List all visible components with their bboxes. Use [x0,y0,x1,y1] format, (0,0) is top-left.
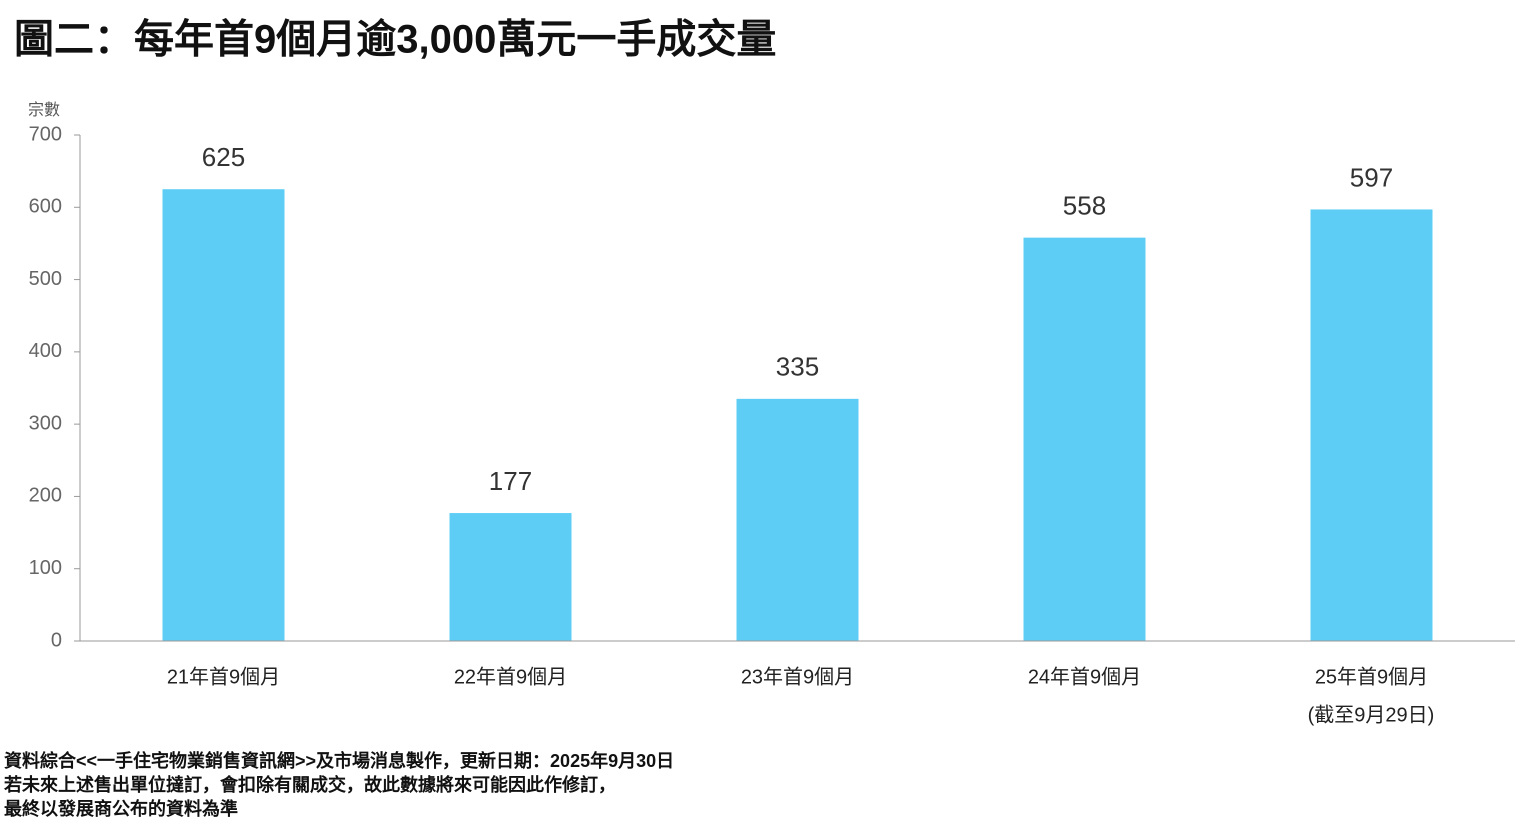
value-label: 597 [1350,162,1393,192]
bar [162,189,285,641]
x-tick-label: 21年首9個月 [167,665,280,688]
bar [1023,237,1146,641]
y-tick-label: 200 [29,485,62,507]
y-tick-label: 700 [29,123,62,145]
y-tick-label: 300 [29,412,62,434]
y-tick-label: 100 [29,557,62,579]
footnote: 若未來上述售出單位撻訂，會扣除有關成交，故此數據將來可能因此作修訂， [3,774,616,795]
bar [736,398,859,641]
footnote: 最終以發展商公布的資料為準 [4,798,238,819]
bar [449,513,572,641]
value-label: 335 [776,352,819,382]
footnote: 資料綜合<<一手住宅物業銷售資訊網>>及市場消息製作，更新日期：2025年9月3… [4,750,674,771]
value-label: 177 [489,466,532,496]
y-tick-label: 600 [29,196,62,218]
y-tick-label: 500 [29,268,62,290]
y-axis-label: 宗數 [28,101,60,119]
bar [1310,209,1433,641]
category-note: (截至9月29日) [1308,703,1435,726]
y-tick-label: 0 [51,629,62,651]
x-tick-label: 23年首9個月 [741,665,854,688]
y-tick-label: 400 [29,340,62,362]
x-tick-label: 22年首9個月 [454,665,567,688]
x-tick-label: 24年首9個月 [1028,665,1141,688]
chart-title: 圖二：每年首9個月逾3,000萬元一手成交量 [14,18,776,62]
footnotes: 資料綜合<<一手住宅物業銷售資訊網>>及市場消息製作，更新日期：2025年9月3… [3,750,674,819]
value-label: 558 [1063,191,1106,221]
x-tick-label: 25年首9個月 [1315,665,1428,688]
value-label: 625 [202,142,245,172]
